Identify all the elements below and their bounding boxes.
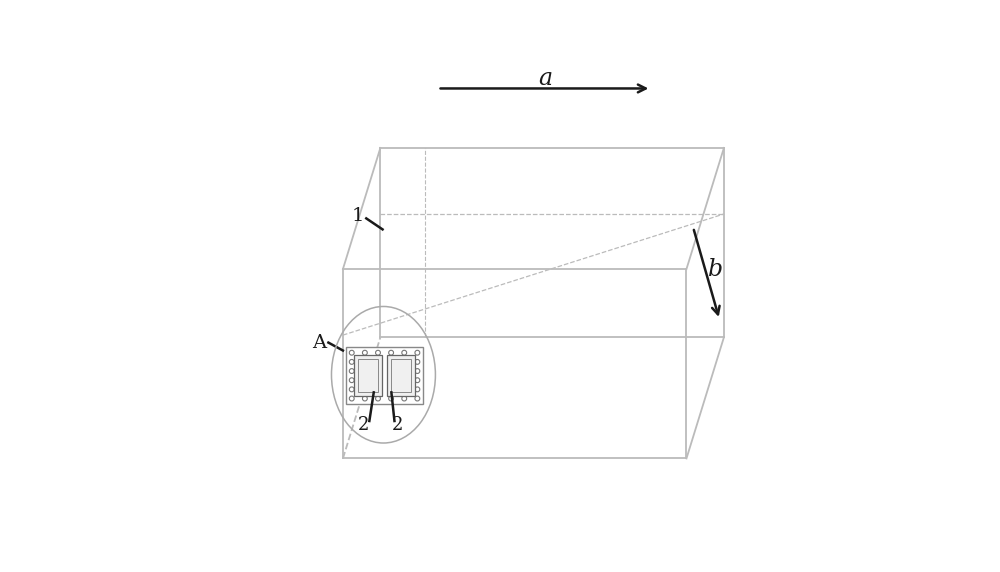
- Circle shape: [349, 350, 354, 355]
- Circle shape: [402, 396, 407, 401]
- Bar: [346, 347, 423, 404]
- Bar: [354, 355, 382, 396]
- Circle shape: [362, 350, 367, 355]
- Circle shape: [349, 378, 354, 383]
- Circle shape: [349, 387, 354, 392]
- Circle shape: [402, 350, 407, 355]
- Circle shape: [362, 396, 367, 401]
- Bar: [391, 359, 411, 392]
- Circle shape: [415, 378, 420, 383]
- Bar: [358, 359, 378, 392]
- Circle shape: [376, 396, 380, 401]
- Text: A: A: [313, 333, 327, 352]
- Circle shape: [376, 350, 380, 355]
- Circle shape: [349, 359, 354, 364]
- Text: 2: 2: [392, 415, 404, 434]
- Circle shape: [415, 368, 420, 374]
- Circle shape: [415, 359, 420, 364]
- Circle shape: [389, 396, 394, 401]
- Circle shape: [415, 387, 420, 392]
- Text: b: b: [708, 257, 724, 280]
- Circle shape: [349, 396, 354, 401]
- Bar: [387, 355, 415, 396]
- Circle shape: [349, 368, 354, 374]
- Circle shape: [415, 396, 420, 401]
- Text: 2: 2: [358, 415, 369, 434]
- Circle shape: [415, 350, 420, 355]
- Text: 1: 1: [351, 207, 364, 225]
- Text: a: a: [538, 67, 553, 90]
- Circle shape: [389, 350, 394, 355]
